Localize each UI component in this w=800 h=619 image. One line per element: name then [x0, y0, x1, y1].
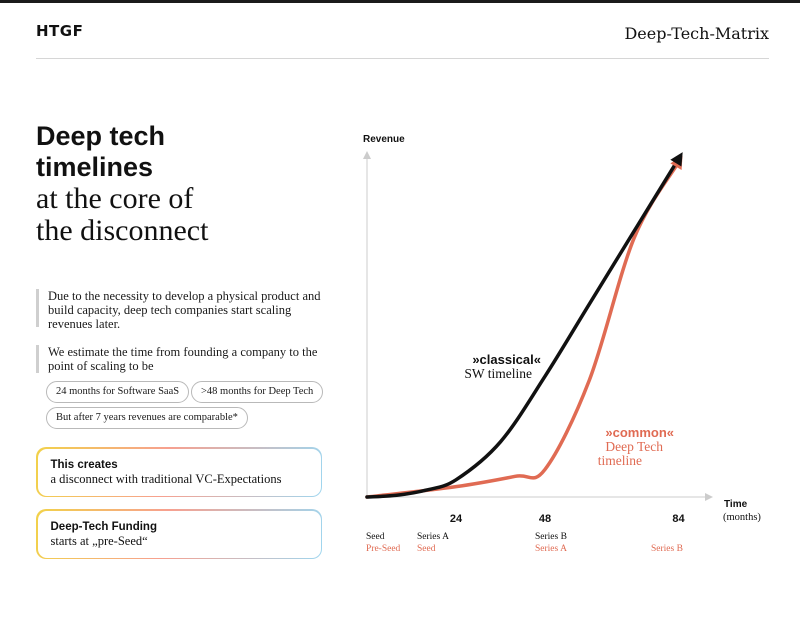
- funding-stages: Seed Series A Series B Pre-Seed Seed Series A…: [366, 532, 683, 554]
- label-common-text: Deep Tech timeline: [598, 439, 663, 468]
- callout-disconnect-text: a disconnect with traditional VC-Expecta…: [50, 471, 282, 486]
- pill-comparable: But after 7 years revenues are comparabl…: [46, 407, 248, 429]
- x-axis-unit: (months): [723, 512, 761, 523]
- stage-label-common: Series A: [535, 544, 567, 554]
- callout-disconnect-title: This creates: [50, 458, 118, 471]
- headline-line-1: Deep tech: [36, 121, 166, 151]
- label-common-text-line-2: timeline: [598, 453, 642, 468]
- pill-deep-tech: >48 months for Deep Tech: [191, 381, 324, 403]
- stage-label-classical: Series B: [535, 532, 567, 542]
- htgf-logo: HTGF: [36, 22, 84, 40]
- stage-label-classical: Seed: [366, 532, 385, 542]
- headline-line-4: the disconnect: [36, 214, 209, 247]
- headline-line-3: at the core of: [36, 182, 194, 215]
- callout-disconnect: This creates a disconnect with tradition…: [36, 447, 322, 497]
- page-title: Deep tech timelines at the core of the d…: [36, 121, 336, 247]
- stage-label-classical: Series A: [417, 532, 449, 542]
- stage-label-common: Series B: [651, 544, 683, 554]
- quote-estimate-text: We estimate the time from founding a com…: [48, 345, 318, 373]
- series-line-classical: [365, 157, 681, 499]
- top-bar: [0, 0, 800, 3]
- x-tick-label: 24: [450, 513, 463, 525]
- stage-label-common: Pre-Seed: [366, 544, 401, 554]
- label-classical-text: SW timeline: [464, 366, 532, 381]
- callout-funding-title: Deep-Tech Funding: [50, 520, 157, 533]
- x-tick-label: 84: [672, 513, 685, 525]
- label-common-bold: »common«: [605, 425, 674, 440]
- series-line-common: [365, 160, 681, 499]
- x-axis-label: Time: [724, 499, 748, 510]
- x-tick-label: 48: [539, 513, 551, 525]
- stage-label-common: Seed: [417, 544, 436, 554]
- arrow-head-classical: [670, 152, 683, 167]
- quote-physical-product: Due to the necessity to develop a physic…: [36, 289, 338, 331]
- quote-estimate: We estimate the time from founding a com…: [36, 345, 338, 373]
- pill-software-saas: 24 months for Software SaaS: [46, 381, 190, 403]
- label-common-text-line-1: Deep Tech: [605, 439, 663, 454]
- document-title: Deep-Tech-Matrix: [624, 24, 769, 43]
- headline-line-2: timelines: [36, 152, 154, 182]
- header-divider: [36, 58, 769, 59]
- x-ticks: 24 48 84: [450, 513, 686, 525]
- callout-funding: Deep-Tech Funding starts at „pre-Seed“: [36, 509, 322, 559]
- label-classical-bold: »classical«: [472, 352, 541, 367]
- y-axis-label: Revenue: [363, 134, 405, 145]
- callout-funding-text: starts at „pre-Seed“: [50, 533, 148, 548]
